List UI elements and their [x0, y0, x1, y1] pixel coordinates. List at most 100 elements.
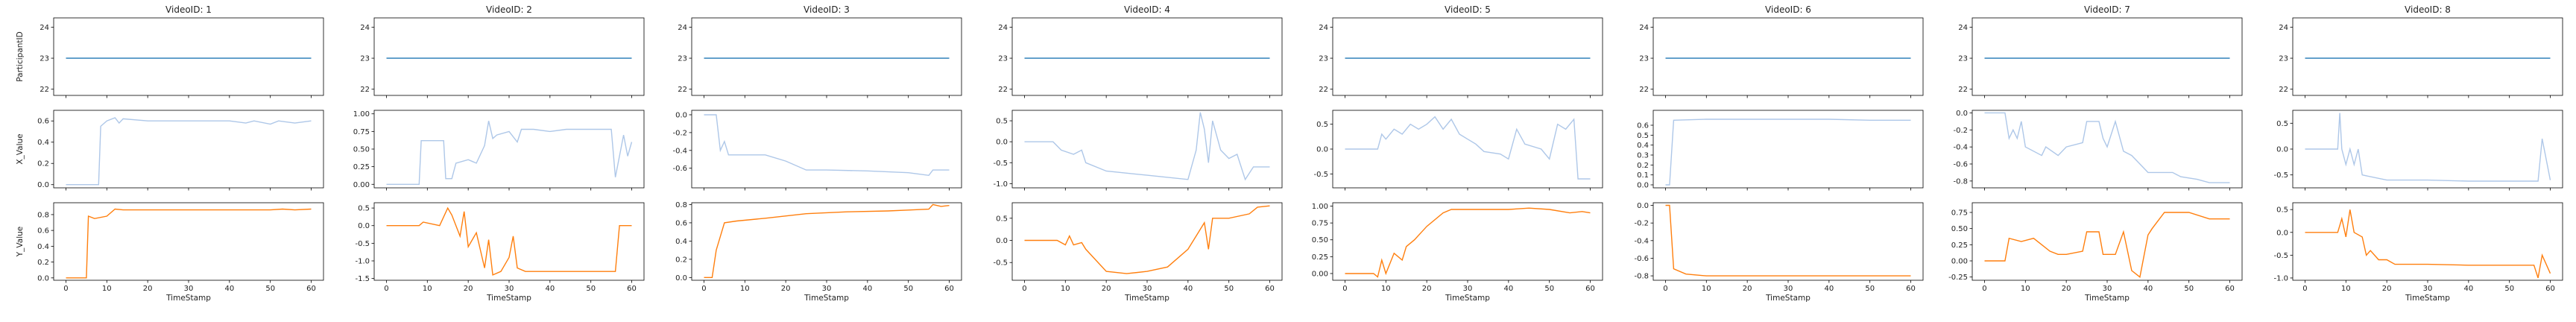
x-tick-label: 40: [2143, 285, 2153, 293]
y-tick-label: -0.2: [1953, 127, 1968, 135]
series-line: [704, 203, 950, 278]
y-tick-label: 0.75: [1312, 220, 1328, 228]
y-tick-label: 23: [998, 55, 1008, 63]
x-tick-label: 0: [1663, 285, 1667, 293]
y-axis-label: X_Value: [16, 133, 25, 164]
x-tick-label: 0: [2302, 285, 2307, 293]
y-tick-label: 24: [40, 24, 49, 32]
y-tick-label: 0.3: [1637, 152, 1649, 160]
y-tick-label: 0.00: [1312, 270, 1328, 278]
x-axis-label: TimeStamp: [486, 294, 531, 303]
y-tick-label: 23: [1958, 55, 1968, 63]
x-tick-label: 10: [1702, 285, 1711, 293]
x-tick-label: 30: [2103, 285, 2112, 293]
panel-participantid: 22 23 24: [1639, 17, 1924, 98]
axes-frame: [53, 17, 324, 96]
axes-frame: [1011, 110, 1283, 189]
y-tick-label: 0.50: [1951, 225, 1968, 233]
panel-x-value: -1.0 -0.5 0.0 0.5: [993, 110, 1283, 191]
series-line: [1984, 112, 2230, 183]
x-tick-label: 50: [265, 285, 275, 293]
y-tick-label: 0.5: [1637, 132, 1649, 140]
axes-frame: [1652, 17, 1924, 96]
panel-x-value: -0.6 -0.4 -0.2 0.0: [672, 110, 962, 191]
y-tick-label: 0.6: [1637, 122, 1649, 130]
series-line: [1024, 205, 1270, 274]
y-tick-label: 0.2: [675, 256, 687, 264]
y-tick-label: 0.50: [1312, 236, 1328, 244]
panel-y-value: 0.0 0.2 0.4 0.6 0.8 0 10 20 30 40 50 60 Y_Value: [16, 202, 324, 293]
subplot-column-video-6: VideoID: 6 22 23 24 0.0 0.10.2 0.3 0.4 0.5 0.6 -0.…: [1634, 4, 1924, 303]
y-tick-label: 0.4: [37, 139, 49, 147]
y-tick-label: 0.0: [996, 139, 1008, 147]
axes-frame: [1652, 110, 1924, 189]
panel-participantid: 22 23 24: [1958, 17, 2243, 98]
x-tick-label: 30: [1784, 285, 1793, 293]
axes-frame: [1332, 17, 1603, 96]
series-line: [1665, 119, 1911, 186]
x-axis-label: TimeStamp: [1445, 294, 1490, 303]
y-tick-label: -0.5: [993, 160, 1008, 168]
panel-y-value: -0.8 -0.6 -0.4 -0.2 0.0 0 10 20 30 40 50 60: [1634, 202, 1924, 293]
axes-frame: [1972, 110, 2243, 189]
subplot-title: VideoID: 8: [2405, 4, 2451, 15]
y-tick-label: 0.1: [1637, 171, 1649, 180]
axes-frame: [373, 110, 645, 189]
panel-x-value: -0.5 0.0 0.5: [2273, 110, 2563, 191]
x-axis-label: TimeStamp: [2405, 294, 2450, 303]
panel-x-value: 0.00 0.25 0.50 0.75 1.00: [353, 110, 645, 191]
y-tick-label: 22: [40, 86, 49, 94]
x-tick-label: 50: [903, 285, 913, 293]
panel-participantid: 22 23 24: [1319, 17, 1603, 98]
x-tick-label: 0: [63, 285, 68, 293]
x-tick-label: 20: [1422, 285, 1432, 293]
x-tick-label: 30: [184, 285, 194, 293]
subplot-title: VideoID: 7: [2084, 4, 2130, 15]
y-tick-label: 0.0: [37, 274, 49, 282]
y-tick-label: 23: [1639, 55, 1649, 63]
y-tick-label: -0.2: [1634, 220, 1649, 228]
y-tick-label: 0.50: [353, 146, 370, 154]
y-tick-label: 0.5: [1316, 121, 1328, 129]
x-tick-label: 10: [1381, 285, 1391, 293]
y-tick-label: 0.8: [675, 201, 687, 209]
x-tick-label: 10: [740, 285, 750, 293]
axes-frame: [1652, 202, 1924, 281]
x-tick-label: 30: [1143, 285, 1152, 293]
axes-frame: [691, 17, 962, 96]
x-tick-label: 60: [1585, 285, 1595, 293]
axes-frame: [2292, 17, 2563, 96]
series-line: [386, 206, 632, 276]
y-tick-label: 0.5: [2276, 120, 2288, 128]
x-axis-label: TimeStamp: [1124, 294, 1169, 303]
series-line: [704, 114, 950, 177]
y-tick-label: 0.2: [37, 160, 49, 168]
y-tick-label: -0.4: [672, 147, 687, 155]
y-tick-label: 22: [998, 86, 1008, 94]
axes-frame: [373, 202, 645, 281]
y-tick-label: -0.6: [1953, 161, 1968, 169]
subplot-column-video-7: VideoID: 7 22 23 24 -0.8 -0.6 -0.4 -0.2 0.0 -0.25…: [1948, 4, 2243, 303]
y-tick-label: 0.5: [996, 215, 1008, 223]
x-tick-label: 60: [627, 285, 637, 293]
x-tick-label: 20: [1743, 285, 1752, 293]
subplot-title: VideoID: 4: [1124, 4, 1170, 15]
x-tick-label: 60: [1906, 285, 1916, 293]
y-tick-label: 22: [1639, 86, 1649, 94]
y-tick-label: -0.5: [993, 259, 1008, 268]
y-tick-label: 0.25: [1312, 253, 1328, 262]
y-tick-label: -0.4: [1953, 144, 1968, 152]
y-tick-label: 0.75: [353, 128, 370, 136]
y-tick-label: 0.8: [37, 211, 49, 219]
x-tick-label: 30: [1463, 285, 1473, 293]
y-tick-label: 23: [1319, 55, 1328, 63]
subplot-title: VideoID: 1: [165, 4, 212, 15]
x-tick-label: 20: [143, 285, 153, 293]
subplot-column-video-2: VideoID: 22223240.000.250.500.751.00-1.5…: [353, 4, 645, 303]
y-tick-label: 0.0: [2276, 146, 2288, 154]
y-tick-label: 22: [360, 86, 370, 94]
y-tick-label: 0.6: [675, 219, 687, 227]
y-tick-label: 0.0: [675, 111, 687, 119]
panel-x-value: 0.0 0.10.2 0.3 0.4 0.5 0.6: [1637, 110, 1924, 191]
x-tick-label: 0: [1342, 285, 1347, 293]
